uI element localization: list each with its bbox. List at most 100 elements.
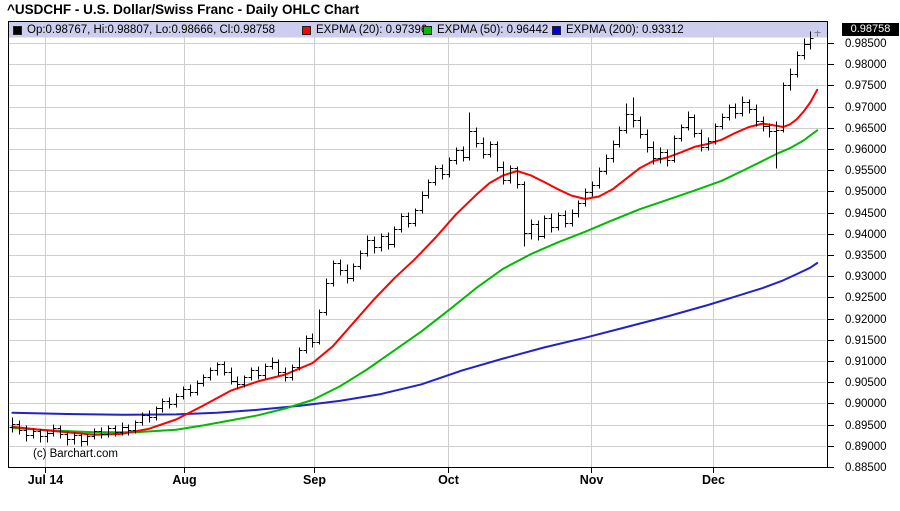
ohlc-bar [269, 357, 276, 370]
ohlc-bar [678, 124, 685, 142]
y-axis-label: 0.92500 [845, 292, 887, 304]
ohlc-bar [153, 406, 160, 421]
ohlc-bar [575, 200, 582, 218]
ohlc-bar [187, 384, 194, 397]
ohlc-bar [159, 398, 166, 413]
ohlc-bar [146, 410, 153, 423]
ohlc-bar [473, 127, 480, 148]
ohlc-bar [255, 366, 262, 380]
ohlc-bar [432, 165, 439, 186]
ohlc-bar [323, 278, 330, 316]
x-axis-label: Sep [303, 473, 326, 487]
ohlc-bar [309, 333, 316, 348]
legend-item-expma200: EXPMA (200): 0.93312 [552, 24, 684, 36]
plot-border [8, 21, 828, 468]
ohlc-bar [739, 96, 746, 117]
y-axis-label: 0.91000 [845, 356, 887, 368]
y-axis-label: 0.94500 [845, 208, 887, 220]
ohlc-bar [37, 429, 44, 443]
ohlc-bar [466, 112, 473, 161]
ohlc-bar [630, 97, 637, 128]
ohlc-bar [548, 213, 555, 233]
ohlc-bar [521, 181, 528, 247]
ohlc-bar [712, 123, 719, 145]
ohlc-bar [412, 208, 419, 227]
ohlc-bar [57, 425, 64, 439]
legend-item-expma50: EXPMA (50): 0.96442 [423, 24, 548, 36]
ohlc-bar-current [814, 30, 821, 37]
ohlc-bar [234, 376, 241, 390]
ohlc-bar [364, 235, 371, 257]
ohlc-bar [275, 359, 282, 376]
y-axis-label: 0.95000 [845, 186, 887, 198]
y-axis-label: 0.92000 [845, 314, 887, 326]
y-axis-label: 0.95500 [845, 165, 887, 177]
ohlc-bar [569, 209, 576, 227]
x-axis-label: Aug [172, 473, 196, 487]
x-axis-label: Oct [438, 473, 460, 487]
ohlc-bar [507, 165, 514, 184]
last-price-tag: 0.98758 [842, 23, 899, 36]
ohlc-bar [657, 147, 664, 164]
page-title: ^USDCHF - U.S. Dollar/Swiss Franc - Dail… [7, 2, 360, 17]
ohlc-bar [385, 232, 392, 250]
ohlc-bar [766, 123, 773, 138]
ohlc-bar [91, 428, 98, 440]
legend-item-ohlc: Op:0.98767, Hi:0.98807, Lo:0.98666, Cl:0… [13, 24, 275, 36]
ohlc-bar [487, 141, 494, 158]
expma50-swatch-icon [423, 25, 432, 35]
ohlc-bar [480, 137, 487, 159]
ohlc-swatch-icon [13, 25, 22, 35]
ohlc-bar [753, 104, 760, 127]
ohlc-bar [303, 335, 310, 354]
ohlc-bar [262, 363, 269, 379]
ohlc-bar [166, 397, 173, 409]
ohlc-bar [650, 141, 657, 165]
ohlc-bar [71, 432, 78, 445]
ohlc-bar [780, 82, 787, 133]
ohlc-bar [248, 367, 255, 381]
ohlc-bar [132, 420, 139, 434]
ohlc-bar [330, 260, 337, 287]
ohlc-bar [112, 425, 119, 437]
ohlc-bar [289, 364, 296, 381]
ohlc-bar [562, 210, 569, 228]
legend-ohlc-label: Op:0.98767, Hi:0.98807, Lo:0.98666, Cl:0… [27, 24, 276, 36]
expma20-swatch-icon [302, 25, 311, 35]
barchart-watermark: (c) Barchart.com [33, 448, 118, 460]
ohlc-bar [616, 126, 623, 148]
legend-item-expma20: EXPMA (20): 0.97396 [302, 24, 427, 36]
ohlc-bar [214, 362, 221, 376]
ohlc-bar [371, 236, 378, 254]
ohlc-bar [726, 104, 733, 121]
y-axis-label: 0.97500 [845, 80, 887, 92]
ohlc-bar [84, 434, 91, 446]
ohlc-bar [398, 213, 405, 233]
y-axis-label: 0.93500 [845, 250, 887, 262]
ohlc-bar [180, 386, 187, 400]
y-axis-label: 0.89000 [845, 441, 887, 453]
ohlc-bar [760, 116, 767, 132]
ohlc-bar [125, 424, 132, 436]
ohlc-bar [528, 219, 535, 240]
y-axis-label: 0.96000 [845, 144, 887, 156]
y-axis-label: 0.88500 [845, 462, 887, 474]
ohlc-bar [194, 380, 201, 396]
ohlc-bar [207, 367, 214, 381]
ohlc-bar [98, 427, 105, 439]
ohlc-bar [282, 367, 289, 382]
legend-expma20-label: EXPMA (20): 0.97396 [316, 24, 428, 36]
ohlc-bar [419, 191, 426, 214]
y-axis-label: 0.91500 [845, 335, 887, 347]
ohlc-bar [644, 129, 651, 153]
ohlc-bar [500, 161, 507, 185]
ohlc-bar [514, 166, 521, 189]
legend-expma200-label: EXPMA (200): 0.93312 [566, 24, 684, 36]
y-axis-label: 0.98000 [845, 59, 887, 71]
ohlc-bar [664, 149, 671, 167]
ohlc-bar [623, 103, 630, 134]
ohlc-bar [446, 157, 453, 178]
expma200-swatch-icon [552, 25, 561, 35]
